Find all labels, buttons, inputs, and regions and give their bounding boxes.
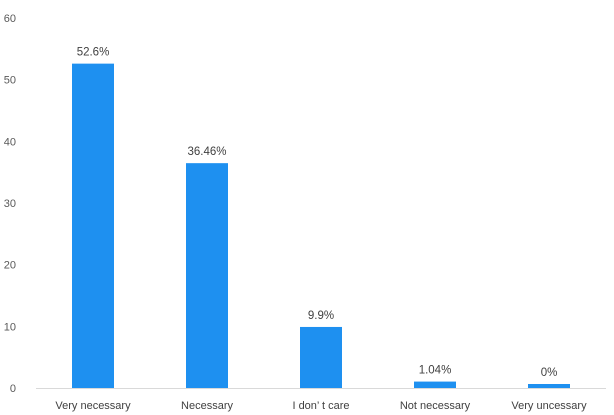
y-tick-label-30: 30 bbox=[4, 198, 16, 210]
category-labels: Very necessary Necessary I don’ t care Not … bbox=[55, 400, 587, 412]
data-label-i-don-t-care: 9.9% bbox=[308, 310, 334, 322]
bar-very-uncessary bbox=[528, 384, 570, 388]
bar-very-necessary bbox=[72, 63, 114, 389]
y-axis-ticks: 0 10 20 30 40 50 60 bbox=[4, 13, 16, 395]
data-label-necessary: 36.46% bbox=[187, 146, 226, 158]
category-label-i-don-t-care: I don’ t care bbox=[292, 400, 349, 412]
category-label-very-necessary: Very necessary bbox=[55, 400, 131, 412]
category-label-very-uncessary: Very uncessary bbox=[511, 400, 587, 412]
data-labels: 52.6% 36.46% 9.9% 1.04% 0% bbox=[77, 47, 558, 379]
data-label-not-necessary: 1.04% bbox=[419, 365, 452, 377]
category-label-necessary: Necessary bbox=[181, 400, 233, 412]
bars bbox=[72, 63, 570, 389]
bar-i-don-t-care bbox=[300, 326, 342, 388]
bar-not-necessary bbox=[414, 381, 456, 388]
bar-necessary bbox=[186, 163, 228, 388]
category-label-not-necessary: Not necessary bbox=[400, 400, 471, 412]
y-tick-label-40: 40 bbox=[4, 136, 16, 148]
y-tick-label-10: 10 bbox=[4, 321, 16, 333]
y-tick-label-0: 0 bbox=[10, 383, 16, 395]
data-label-very-uncessary: 0% bbox=[541, 367, 558, 379]
y-tick-label-60: 60 bbox=[4, 13, 16, 25]
data-label-very-necessary: 52.6% bbox=[77, 47, 110, 59]
y-tick-label-50: 50 bbox=[4, 75, 16, 87]
y-tick-label-20: 20 bbox=[4, 260, 16, 272]
